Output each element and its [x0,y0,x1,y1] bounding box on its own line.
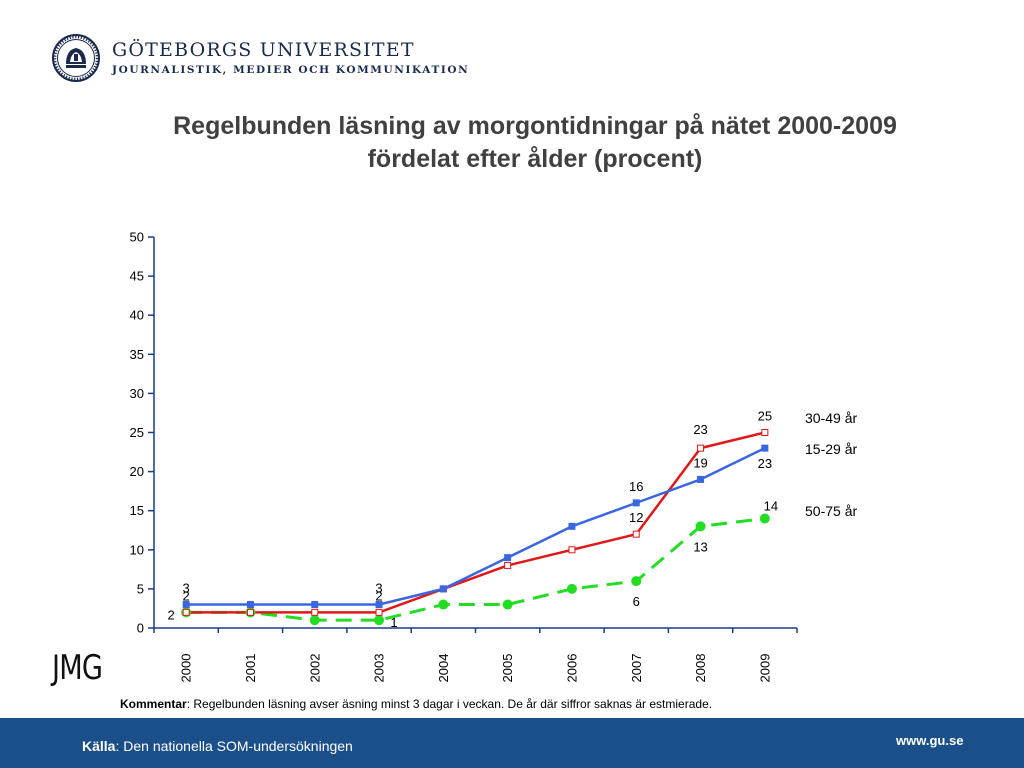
x-tick-label: 2008 [693,654,708,683]
data-point [697,444,705,452]
data-label: 1 [390,615,397,630]
title-line-1: Regelbunden läsning av morgontidningar p… [173,112,897,140]
legend-label: 30-49 år [805,410,857,426]
department-name: JOURNALISTIK, MEDIER OCH KOMMUNIKATION [112,64,470,76]
data-label: 2 [375,588,382,603]
series-line-0 [186,447,766,606]
data-label: 6 [633,594,640,609]
source-line: Källa: Den nationella SOM-undersökningen [82,738,353,754]
university-seal-icon [52,34,100,82]
x-tick-label: 2000 [179,654,194,683]
data-point [502,599,513,610]
data-point [311,608,319,616]
data-label: 2 [168,607,175,622]
data-point [568,546,576,554]
data-point [375,601,383,609]
website-link[interactable]: www.gu.se [896,733,964,748]
data-label: 16 [629,479,643,494]
data-point [761,429,769,436]
data-point [695,521,706,532]
y-tick-label: 20 [130,464,144,479]
data-label: 14 [764,499,778,514]
y-tick-label: 40 [130,308,144,323]
comment-text: : Regelbunden läsning avser äsning minst… [186,697,713,711]
x-tick-label: 2001 [243,654,258,683]
y-tick-label: 25 [130,425,144,440]
x-tick-label: 2006 [564,654,579,683]
y-tick-label: 10 [130,542,144,557]
data-point [309,615,320,626]
x-tick-label: 2005 [500,654,515,683]
x-tick-label: 2007 [629,654,644,683]
y-tick-label: 35 [130,347,144,362]
chart-comment: Kommentar: Regelbunden läsning avser äsn… [120,697,712,711]
source-text: : Den nationella SOM-undersökningen [115,738,353,754]
legend-label: 15-29 år [805,441,857,457]
data-label: 23 [758,456,772,471]
y-tick-label: 0 [137,621,144,636]
legend-label: 50-75 år [805,503,857,519]
page-title: Regelbunden läsning av morgontidningar p… [100,110,970,176]
data-point [759,513,770,524]
y-tick-label: 50 [130,230,144,245]
data-label: 25 [758,409,772,424]
data-point [566,583,577,594]
data-point [697,475,705,483]
data-label: 3 [375,581,382,596]
data-point [375,608,383,616]
data-point [374,615,385,626]
data-point [632,530,640,538]
data-point [311,601,319,609]
series-line-1 [186,431,766,614]
y-tick-label: 30 [130,386,144,401]
x-tick-label: 2003 [372,654,387,683]
data-point [438,599,449,610]
source-label: Källa [82,738,116,754]
data-point [246,601,254,609]
data-label: 2 [183,588,190,603]
data-label: 13 [693,539,707,554]
jmg-logo: JMG [52,648,103,688]
university-logo: GÖTEBORGS UNIVERSITET JOURNALISTIK, MEDI… [52,34,472,86]
data-label: 23 [693,422,707,437]
data-point [568,522,576,530]
data-label: 12 [629,510,643,525]
data-point [632,499,640,507]
y-tick-label: 45 [130,269,144,284]
y-tick-label: 15 [130,503,144,518]
x-tick-label: 2004 [436,654,451,683]
comment-label: Kommentar [120,697,187,711]
x-tick-label: 2002 [307,654,322,683]
university-name: GÖTEBORGS UNIVERSITET [112,39,415,61]
data-point [761,444,769,452]
data-point [504,561,512,569]
data-label: 3 [183,581,190,596]
data-point [504,554,512,562]
data-point [246,608,254,616]
data-label: 19 [693,455,707,470]
data-point [182,601,190,609]
data-point [182,608,190,616]
footer-bar: Källa: Den nationella SOM-undersökningen… [0,718,1024,768]
y-tick-label: 5 [137,581,144,596]
title-line-2: fördelat efter ålder (procent) [367,145,703,173]
data-point [439,585,447,593]
x-tick-label: 2009 [757,654,772,683]
data-point [631,576,642,587]
